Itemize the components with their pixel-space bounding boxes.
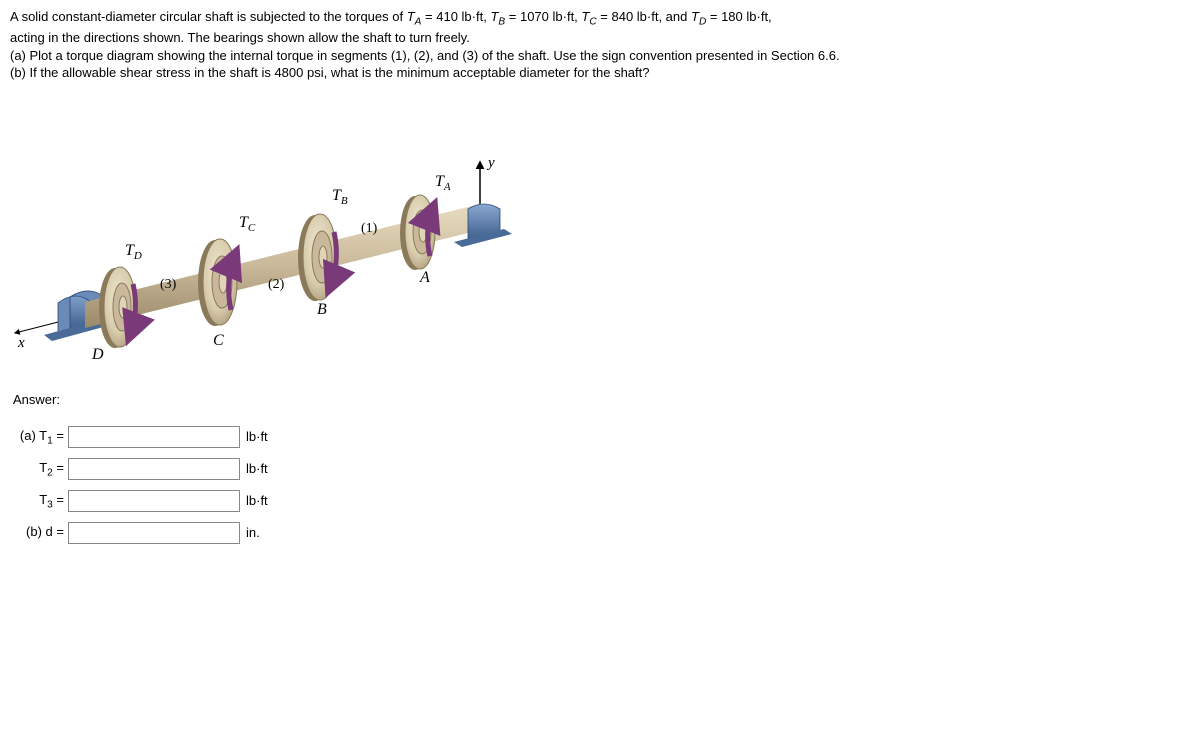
answer-input-t2[interactable] xyxy=(68,458,240,480)
answer-block: Answer: (a) T1 = lb·ft T2 = lb·ft T3 = l… xyxy=(10,392,1190,545)
answer-row-t3: T3 = lb·ft xyxy=(10,489,1190,513)
svg-text:D: D xyxy=(91,346,104,362)
sub: C xyxy=(589,17,596,28)
svg-text:(1): (1) xyxy=(361,221,378,236)
svg-text:(3): (3) xyxy=(160,277,177,292)
answer-unit-t1: lb·ft xyxy=(240,429,268,444)
svg-text:TD: TD xyxy=(125,242,142,262)
gear-C xyxy=(198,239,237,326)
svg-text:A: A xyxy=(419,269,430,286)
svg-text:TA: TA xyxy=(435,173,451,193)
answer-unit-d: in. xyxy=(240,525,260,540)
answer-unit-t3: lb·ft xyxy=(240,493,268,508)
x-axis-label: x xyxy=(17,335,25,351)
answer-row-t1: (a) T1 = lb·ft xyxy=(10,425,1190,449)
svg-text:TB: TB xyxy=(332,187,348,207)
problem-line-1: A solid constant-diameter circular shaft… xyxy=(10,8,1140,29)
answer-row-d: (b) d = in. xyxy=(10,521,1190,545)
var: T xyxy=(407,9,415,24)
y-axis-label: y xyxy=(486,155,495,171)
svg-text:TC: TC xyxy=(239,214,256,234)
gear-B xyxy=(298,214,337,301)
problem-line-4: (b) If the allowable shear stress in the… xyxy=(10,64,1140,82)
problem-statement: A solid constant-diameter circular shaft… xyxy=(10,8,1140,82)
shaft-figure: x y xyxy=(10,132,1190,362)
problem-line-2: acting in the directions shown. The bear… xyxy=(10,29,1140,47)
answer-label-t1: (a) T1 = xyxy=(10,428,68,447)
text: = 180 lb·ft, xyxy=(706,9,771,24)
svg-text:(2): (2) xyxy=(268,277,285,292)
answer-label-d: (b) d = xyxy=(10,524,68,543)
svg-text:C: C xyxy=(213,332,224,349)
answer-label-t2: T2 = xyxy=(10,460,68,479)
text: = 840 lb·ft, and xyxy=(597,9,691,24)
answer-input-d[interactable] xyxy=(68,522,240,544)
text: = 410 lb·ft, xyxy=(421,9,490,24)
answer-input-t3[interactable] xyxy=(68,490,240,512)
gear-A xyxy=(400,195,435,270)
text: = 1070 lb·ft, xyxy=(505,9,581,24)
problem-line-3: (a) Plot a torque diagram showing the in… xyxy=(10,47,1140,65)
answer-row-t2: T2 = lb·ft xyxy=(10,457,1190,481)
answer-heading: Answer: xyxy=(13,392,1190,407)
shaft-svg: x y xyxy=(10,132,530,362)
answer-label-t3: T3 = xyxy=(10,492,68,511)
gear-D xyxy=(99,267,136,348)
answer-unit-t2: lb·ft xyxy=(240,461,268,476)
answer-input-t1[interactable] xyxy=(68,426,240,448)
var: T xyxy=(691,9,699,24)
text: A solid constant-diameter circular shaft… xyxy=(10,9,407,24)
svg-text:B: B xyxy=(317,301,327,318)
